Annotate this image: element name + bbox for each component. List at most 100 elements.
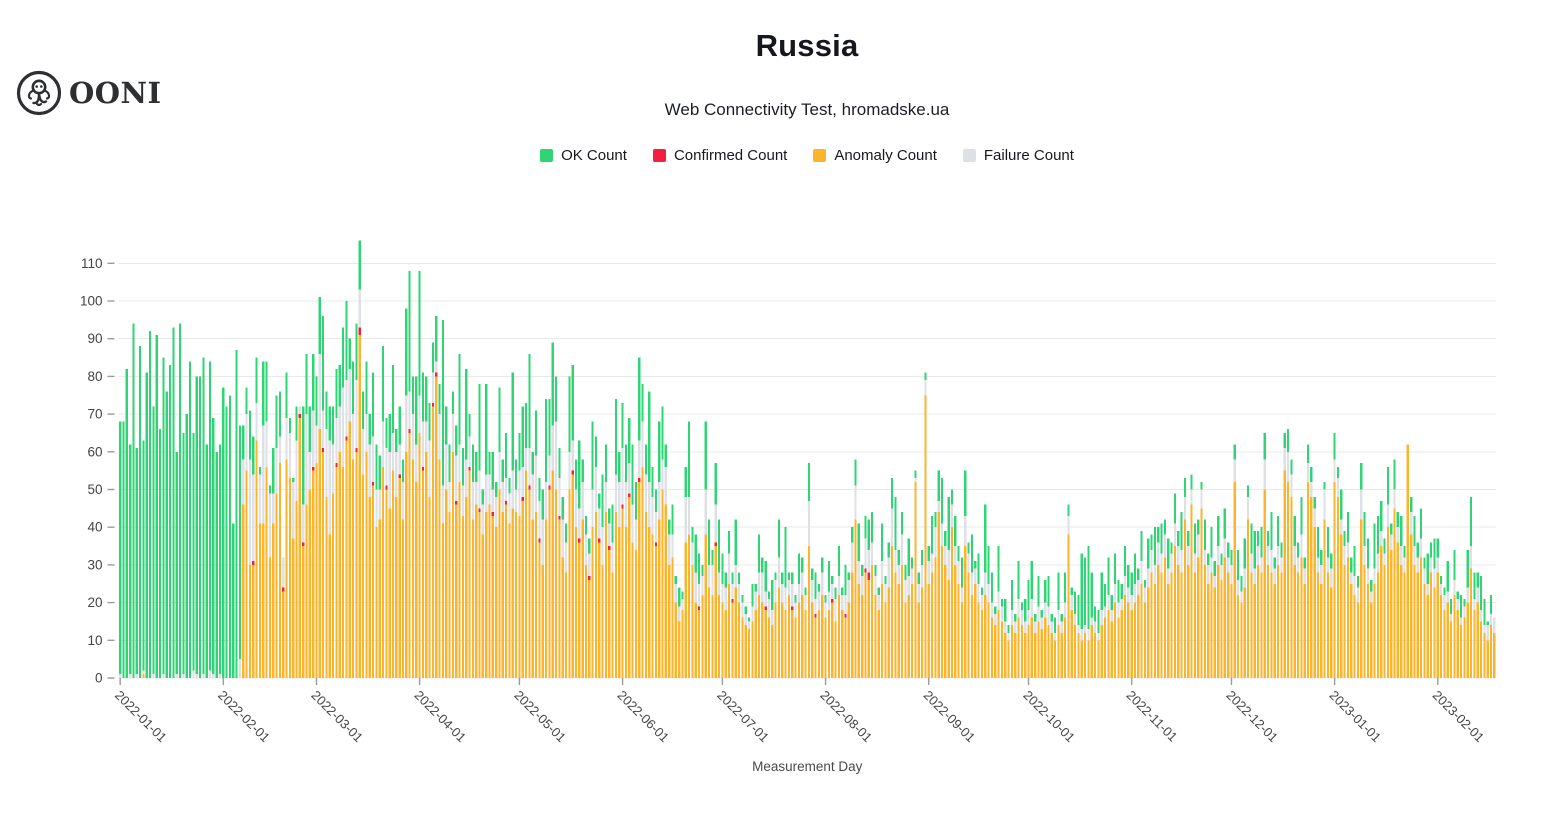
bar-segment[interactable] [641,466,644,678]
bar-segment[interactable] [408,432,411,678]
bar-segment[interactable] [322,316,325,411]
bar-segment[interactable] [831,598,834,603]
bar-segment[interactable] [644,474,647,513]
bar-segment[interactable] [1363,546,1366,565]
bar-segment[interactable] [624,481,628,528]
bar-segment[interactable] [654,546,657,678]
bar-segment[interactable] [501,481,504,513]
bar-segment[interactable] [554,376,558,422]
bar-segment[interactable] [1193,572,1196,678]
bar-segment[interactable] [1190,504,1193,678]
bar-segment[interactable] [767,617,771,678]
bar-segment[interactable] [322,451,325,678]
bar-segment[interactable] [814,572,817,599]
bar-segment[interactable] [272,493,275,524]
bar-segment[interactable] [135,674,138,678]
bar-segment[interactable] [897,564,900,584]
bar-segment[interactable] [554,489,558,679]
bar-segment[interactable] [1054,640,1057,678]
bar-segment[interactable] [1060,613,1063,622]
bar-segment[interactable] [255,357,258,403]
bar-segment[interactable] [508,493,511,524]
bar-segment[interactable] [218,674,222,678]
legend-item-ok-count[interactable]: OK Count [540,147,627,164]
bar-segment[interactable] [731,598,734,603]
bar-segment[interactable] [561,557,564,678]
bar-segment[interactable] [212,417,215,675]
bar-segment[interactable] [1057,572,1060,611]
bar-segment[interactable] [515,459,518,490]
bar-segment[interactable] [574,527,578,678]
bar-segment[interactable] [142,674,145,678]
bar-segment[interactable] [887,557,890,588]
bar-segment[interactable] [954,546,957,565]
bar-segment[interactable] [338,365,341,407]
bar-segment[interactable] [917,602,920,678]
bar-segment[interactable] [714,546,717,678]
bar-segment[interactable] [275,448,278,494]
bar-segment[interactable] [571,365,574,441]
bar-segment[interactable] [541,564,544,678]
bar-segment[interactable] [757,534,761,573]
bar-segment[interactable] [351,459,355,678]
bar-segment[interactable] [1323,489,1326,520]
bar-segment[interactable] [1430,572,1433,678]
bar-segment[interactable] [418,270,421,396]
bar-segment[interactable] [285,459,288,678]
bar-segment[interactable] [980,587,984,596]
bar-segment[interactable] [1143,602,1147,678]
bar-segment[interactable] [168,365,172,678]
bar-segment[interactable] [927,546,930,562]
bar-segment[interactable] [654,489,657,513]
bar-segment[interactable] [1123,546,1127,577]
bar-segment[interactable] [877,610,880,678]
bar-segment[interactable] [1360,489,1363,520]
bar-segment[interactable] [857,523,860,562]
bar-segment[interactable] [488,474,491,505]
bar-segment[interactable] [341,387,345,467]
bar-segment[interactable] [994,613,997,626]
bar-segment[interactable] [1203,564,1206,678]
bar-segment[interactable] [205,444,208,678]
bar-segment[interactable] [431,372,435,403]
bar-segment[interactable] [524,448,528,471]
bar-segment[interactable] [1150,572,1153,678]
bar-segment[interactable] [548,485,551,490]
bar-segment[interactable] [1127,564,1130,588]
bar-segment[interactable] [1326,527,1330,558]
bar-segment[interactable] [1310,481,1313,498]
bar-segment[interactable] [954,515,957,547]
bar-segment[interactable] [561,519,564,558]
bar-segment[interactable] [654,512,657,543]
bar-segment[interactable] [1333,432,1336,460]
bar-segment[interactable] [1030,561,1033,599]
bar-segment[interactable] [1120,598,1123,611]
bar-segment[interactable] [1087,640,1090,678]
bar-segment[interactable] [518,432,521,471]
bar-segment[interactable] [604,444,608,482]
bar-segment[interactable] [927,583,930,678]
bar-segment[interactable] [1250,523,1253,554]
bar-segment[interactable] [1097,640,1100,678]
bar-segment[interactable] [884,576,887,584]
bar-segment[interactable] [325,391,328,430]
bar-segment[interactable] [415,376,418,445]
bar-segment[interactable] [511,372,514,471]
bar-segment[interactable] [894,572,897,678]
bar-segment[interactable] [1383,538,1386,554]
bar-segment[interactable] [408,429,411,433]
bar-segment[interactable] [381,421,385,467]
bar-segment[interactable] [1363,512,1366,547]
bar-segment[interactable] [891,508,894,547]
bar-segment[interactable] [135,448,138,675]
bar-segment[interactable] [997,610,1000,678]
bar-segment[interactable] [1383,553,1386,565]
bar-segment[interactable] [867,549,870,573]
bar-segment[interactable] [854,485,857,520]
bar-segment[interactable] [977,602,980,678]
bar-segment[interactable] [348,421,351,678]
bar-segment[interactable] [678,621,681,678]
bar-segment[interactable] [139,346,142,678]
bar-segment[interactable] [1193,553,1196,573]
bar-segment[interactable] [302,546,305,678]
